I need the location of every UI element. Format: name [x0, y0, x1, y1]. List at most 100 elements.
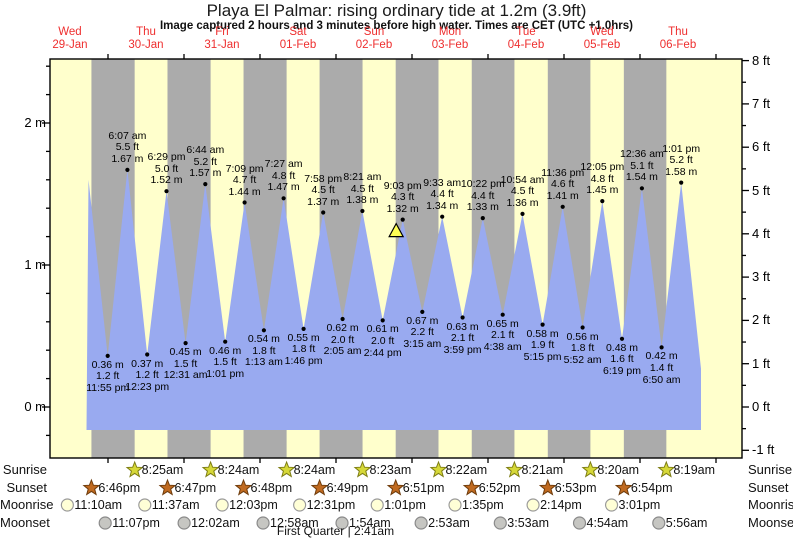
tide-label-line: 0.45 m [169, 346, 202, 359]
row-label-moonrise-right: Moonrise [748, 497, 793, 512]
tide-label-line: 4.5 ft [510, 185, 535, 198]
sunset-time: 6:48pm [250, 481, 293, 495]
row-label-sunrise-left: Sunrise [2, 462, 47, 477]
tide-label-line: 1.2 ft [96, 370, 120, 383]
tide-event-dot [360, 208, 365, 214]
y-axis-label-right: 8 ft [752, 52, 771, 68]
tide-event-dot [125, 167, 130, 172]
tide-label-line: 1:46 pm [284, 355, 323, 368]
tide-event-dot [380, 318, 385, 323]
tide-label-line: 4.3 ft [391, 191, 415, 204]
moonset-time: 4:54am [586, 516, 629, 530]
tide-label-line: 0.61 m [366, 323, 399, 336]
day-label-line: Mon [438, 26, 462, 38]
day-label-line: 01-Feb [279, 38, 317, 51]
tide-label-line: 1.41 m [546, 189, 579, 202]
moonrise-circle-icon [370, 498, 384, 512]
tide-label-line: 12:36 am [620, 148, 664, 161]
tide-high-label: 10:54 am 4.5 ft 1.36 m [487, 173, 559, 210]
sunrise-star-icon [429, 460, 448, 478]
moonset-time: 12:02am [191, 516, 240, 530]
tide-label-line: 2.1 ft [450, 332, 475, 345]
tide-label-line: 1.44 m [228, 185, 261, 198]
tide-high-label: 7:58 pm 4.5 ft 1.37 m [287, 172, 359, 209]
tide-low-label: 0.55 m 1.8 ft 1:46 pm [268, 332, 340, 368]
tide-event-dot [301, 326, 306, 331]
tide-label-line: 1.5 ft [173, 357, 198, 370]
tide-area [86, 169, 701, 430]
tide-label-line: 8:21 am [343, 171, 382, 183]
tide-label-line: 2:44 pm [363, 346, 402, 359]
tide-low-label: 0.46 m 1.5 ft 1:01 pm [189, 345, 261, 381]
tide-high-label: 6:29 pm 5.0 ft 1.52 m [131, 152, 203, 187]
tide-high-label: 7:09 pm 4.7 ft 1.44 m [209, 162, 281, 199]
sunrise-time: 8:20am [597, 463, 640, 477]
tide-label-line: 11:55 pm [86, 382, 130, 395]
tide-low-label: 0.37 m 1.2 ft 12:23 pm [111, 358, 183, 394]
row-label-sunset-left: Sunset [6, 480, 47, 495]
row-label-moonset-right: Moonset [748, 515, 793, 530]
tide-label-line: 0.36 m [91, 358, 124, 371]
day-label: Fri 31-Jan [184, 26, 260, 51]
tide-label-line: 12:23 pm [125, 380, 170, 393]
tide-low-label: 0.56 m 1.8 ft 5:52 am [547, 331, 619, 367]
tide-label-line: 0.67 m [406, 314, 439, 327]
tide-label-line: 3:59 pm [443, 343, 482, 356]
tide-high-label: 12:36 am 5.1 ft 1.54 m [606, 149, 678, 184]
day-label-line: Wed [58, 26, 82, 38]
tide-event-dot [145, 352, 150, 357]
moonrise-circle-icon [448, 498, 462, 512]
sunrise-time: 8:25am [141, 463, 184, 477]
sunset-time: 6:52pm [478, 481, 521, 495]
tide-label-line: 9:03 pm [383, 179, 422, 192]
sunset-star-icon [386, 478, 405, 496]
y-axis-label-left: 2 m [24, 115, 46, 130]
day-label: Wed 29-Jan [32, 26, 108, 51]
tide-label-line: 1.47 m [267, 181, 300, 194]
day-label: Sat 01-Feb [260, 26, 336, 51]
day-label-line: Thu [668, 26, 688, 38]
moonrise-time: 12:03pm [229, 498, 278, 512]
sunset-time: 6:47pm [174, 481, 217, 495]
tide-label-line: 6:07 am [108, 129, 147, 142]
tide-label-line: 1:01 pm [206, 367, 245, 380]
tide-label-line: 7:58 pm [304, 172, 343, 185]
sunrise-time: 8:22am [445, 463, 488, 477]
sunset-star-icon [462, 478, 481, 496]
moonset-circle-icon [256, 516, 270, 530]
moonset-circle-icon [493, 516, 507, 530]
moonrise-time: 2:14pm [540, 498, 582, 512]
tide-label-line: 4.6 ft [551, 178, 575, 191]
tide-label-line: 1.37 m [307, 195, 340, 208]
moonset-circle-icon [572, 516, 587, 530]
tide-label-line: 2.2 ft [410, 326, 434, 339]
tide-label-line: 2.0 ft [330, 333, 355, 346]
y-axis-label-right: 7 ft [752, 95, 771, 111]
tide-label-line: 10:54 am [500, 173, 545, 186]
tide-label-line: 1.9 ft [530, 339, 555, 352]
tide-label-line: 1.67 m [111, 153, 144, 166]
moonrise-time: 12:31pm [306, 498, 356, 512]
moonrise-time: 1:35pm [462, 498, 504, 512]
tide-label-line: 4.4 ft [471, 189, 495, 202]
day-label: Sun 02-Feb [336, 26, 412, 51]
tide-event-dot [560, 204, 565, 209]
moonset-circle-icon [414, 516, 428, 530]
day-label-line: 30-Jan [128, 38, 164, 51]
chart-subtitle: Image captured 2 hours and 3 minutes bef… [159, 20, 633, 32]
tide-label-line: 1.58 m [665, 165, 698, 178]
tide-event-dot [242, 200, 247, 205]
sunset-time: 6:49pm [326, 481, 369, 495]
tide-low-label: 0.65 m 2.1 ft 4:38 am [467, 317, 539, 354]
tide-event-dot [321, 210, 326, 215]
tide-label-line: 1.8 ft [252, 344, 276, 357]
y-axis-label-right: 2 ft [752, 312, 771, 328]
moonset-time: 2:53am [428, 516, 470, 530]
y-axis-label-right: 1 ft [752, 355, 771, 371]
tide-label-line: 2.1 ft [491, 329, 515, 342]
tide-label-line: 5.1 ft [630, 159, 654, 172]
tide-label-line: 0.65 m [486, 317, 519, 330]
tide-label-line: 7:09 pm [225, 162, 264, 175]
tide-label-line: 1.33 m [466, 201, 499, 214]
